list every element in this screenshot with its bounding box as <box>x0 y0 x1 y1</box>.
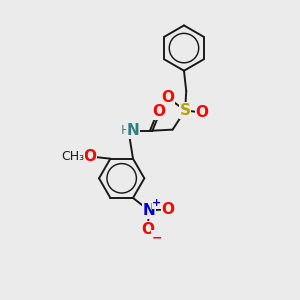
Text: CH₃: CH₃ <box>61 150 85 163</box>
Text: H: H <box>120 124 130 137</box>
Text: O: O <box>153 104 166 119</box>
Text: O: O <box>141 222 154 237</box>
Text: N: N <box>142 203 155 218</box>
Text: O: O <box>83 149 97 164</box>
Text: −: − <box>152 231 163 244</box>
Text: S: S <box>180 103 190 118</box>
Text: O: O <box>196 105 208 120</box>
Text: O: O <box>162 202 175 217</box>
Text: +: + <box>152 198 161 208</box>
Text: O: O <box>162 90 175 105</box>
Text: N: N <box>127 123 140 138</box>
